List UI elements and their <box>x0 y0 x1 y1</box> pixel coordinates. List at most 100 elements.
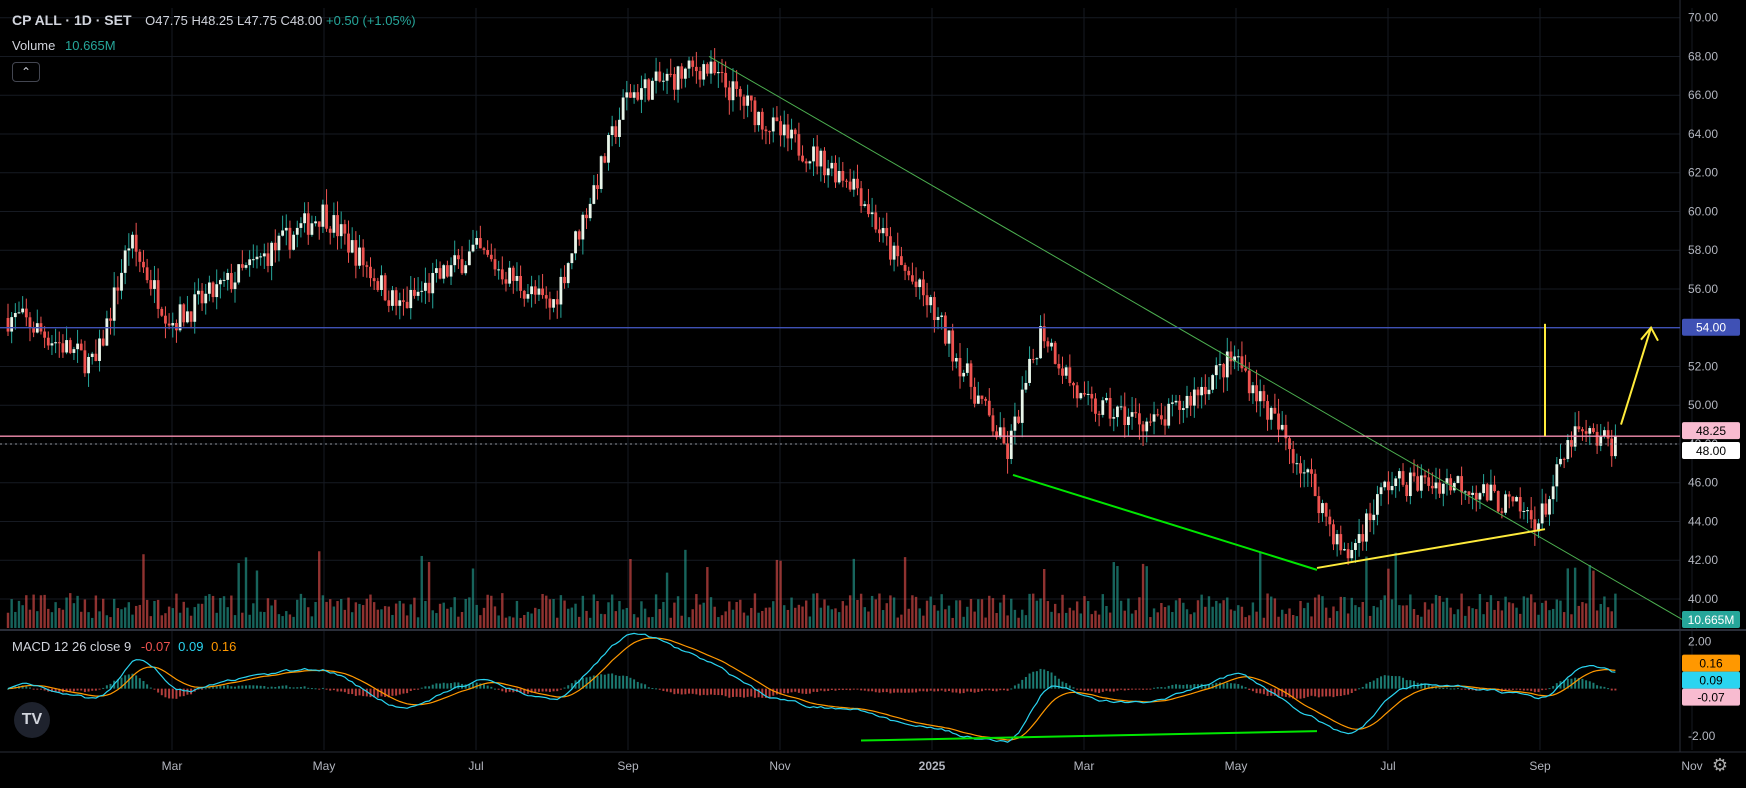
candle-body <box>559 276 563 305</box>
volume-bar <box>1379 600 1383 628</box>
volume-bar <box>1021 609 1024 628</box>
macd-histogram-bar <box>878 688 881 693</box>
candle-body <box>1306 469 1310 473</box>
candle-body <box>570 253 574 264</box>
volume-bar <box>1240 606 1244 628</box>
macd-histogram-bar <box>168 688 171 699</box>
candle-body <box>1207 389 1211 395</box>
macd-histogram-bar <box>1566 678 1569 689</box>
symbol-title[interactable]: CP ALL · 1D · SET <box>12 12 132 28</box>
macd-histogram-bar <box>109 683 112 689</box>
volume-bar <box>339 598 343 628</box>
candle-body <box>24 308 28 318</box>
candle-body <box>1181 408 1185 410</box>
volume-bar <box>933 605 936 628</box>
macd-histogram-bar <box>1358 688 1361 690</box>
volume-bar <box>691 609 694 628</box>
macd-histogram-bar <box>50 688 53 692</box>
volume-bar <box>178 612 182 628</box>
target-arrow <box>1620 327 1652 425</box>
candle-body <box>1430 485 1434 489</box>
candle-body <box>1474 492 1478 500</box>
candle-body <box>489 254 493 260</box>
tradingview-logo-icon[interactable]: TV <box>14 702 50 738</box>
volume-bar <box>350 612 354 628</box>
candle-body <box>841 170 845 181</box>
candle-body <box>1562 458 1566 460</box>
volume-bar <box>596 601 599 628</box>
macd-histogram-bar <box>830 688 833 690</box>
macd-histogram-bar <box>1109 688 1112 692</box>
volume-bar <box>530 613 533 628</box>
macd-histogram-bar <box>746 688 749 697</box>
macd-histogram-bar <box>1325 688 1328 697</box>
candle-body <box>793 129 797 135</box>
candle-body <box>321 204 325 227</box>
close-value: 48.00 <box>289 13 323 28</box>
collapse-legend-button[interactable]: ⌃ <box>12 62 40 82</box>
candle-body <box>856 178 859 189</box>
candle-body <box>878 229 881 234</box>
volume-bar <box>83 599 87 628</box>
volume-bar <box>1079 613 1083 628</box>
time-tick-label: Sep <box>617 759 639 773</box>
candle-body <box>398 300 402 306</box>
candle-body <box>702 64 706 80</box>
macd-histogram-bar <box>1380 676 1383 689</box>
candle-body <box>779 121 782 136</box>
macd-histogram-bar <box>340 688 343 692</box>
macd-histogram-bar <box>25 686 28 689</box>
macd-histogram-bar <box>91 688 94 691</box>
macd-histogram-bar <box>951 688 954 693</box>
price-tick-label: 50.00 <box>1688 398 1718 412</box>
volume-bar <box>1383 595 1386 628</box>
candle-body <box>1566 440 1570 460</box>
volume-bar <box>837 612 841 628</box>
gear-icon[interactable]: ⚙ <box>1711 755 1728 775</box>
macd-histogram-bar <box>556 688 559 692</box>
volume-bar <box>783 605 786 628</box>
candle-body <box>1116 406 1119 418</box>
candle-body <box>1192 389 1196 406</box>
macd-histogram-bar <box>274 686 277 689</box>
volume-bar <box>127 602 131 628</box>
candle-body <box>442 265 446 279</box>
macd-histogram-bar <box>54 688 57 692</box>
candle-body <box>998 427 1002 438</box>
volume-bar <box>409 604 412 628</box>
macd-histogram-bar <box>1552 686 1555 689</box>
volume-bar <box>508 616 511 628</box>
volume-bar <box>325 601 328 628</box>
volume-bar <box>662 601 665 628</box>
volume-bar <box>457 616 460 628</box>
candle-body <box>973 386 977 404</box>
volume-bar <box>1053 603 1057 628</box>
macd-histogram-bar <box>149 687 152 689</box>
volume-bar <box>1097 614 1101 628</box>
macd-histogram-bar <box>281 685 284 689</box>
volume-bar <box>43 594 46 628</box>
candle-body <box>68 340 72 353</box>
candle-body <box>1401 471 1405 485</box>
candle-body <box>94 353 98 361</box>
macd-histogram-bar <box>1164 687 1167 689</box>
candle-body <box>566 263 570 284</box>
macd-histogram-bar <box>318 688 321 690</box>
volume-bar <box>548 599 552 628</box>
candle-body <box>1123 406 1127 426</box>
volume-bar <box>1562 612 1566 628</box>
volume-bar <box>907 608 910 628</box>
volume-bar <box>951 617 954 628</box>
macd-label[interactable]: MACD 12 26 close 9 <box>12 639 132 654</box>
candle-body <box>1339 534 1343 551</box>
candle-body <box>995 431 999 438</box>
macd-histogram-bar <box>589 676 592 689</box>
volume-bar <box>292 616 295 628</box>
candle-body <box>1247 370 1251 394</box>
macd-histogram-bar <box>69 688 72 692</box>
candle-body <box>288 227 292 250</box>
volume-bar <box>958 600 962 628</box>
macd-histogram-bar <box>417 688 420 690</box>
candle-body <box>98 338 101 361</box>
